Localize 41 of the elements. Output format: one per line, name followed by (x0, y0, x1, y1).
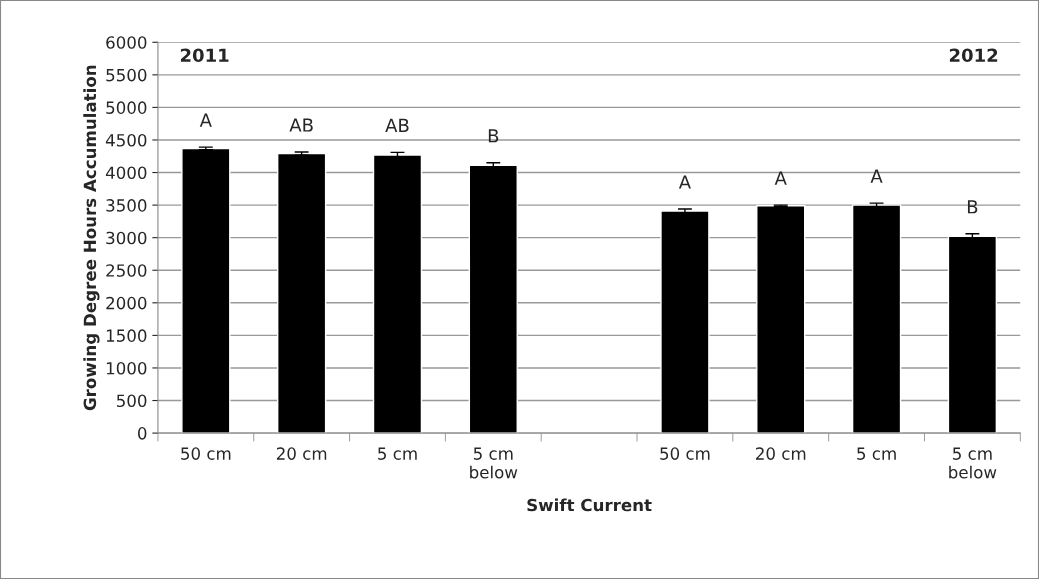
y-tick-label: 5500 (106, 68, 147, 82)
y-tick-label: 1500 (106, 329, 147, 342)
x-tick-label: 20 cm (756, 447, 806, 460)
bar (660, 210, 710, 434)
y-tick-label: 5000 (106, 101, 147, 114)
bar (947, 235, 998, 434)
y-tick-label: 1000 (106, 361, 147, 375)
bar (851, 204, 902, 434)
y-tick-label: 2000 (106, 296, 147, 310)
bar (468, 164, 518, 434)
x-tick-label: 5 cm below (470, 447, 518, 479)
data-label: A (870, 169, 883, 183)
y-tick-label: 3500 (106, 199, 147, 212)
data-label: B (488, 129, 499, 143)
annotation: 2011 (180, 48, 229, 63)
x-axis-title: Swift Current (527, 498, 652, 512)
y-tick-label: 4000 (105, 166, 147, 180)
annotation: 2012 (949, 48, 998, 63)
y-tick-label: 0 (138, 427, 147, 440)
data-label: AB (385, 118, 409, 132)
x-tick-label: 5 cm (857, 447, 896, 460)
bar (372, 154, 423, 434)
y-tick-label: 6000 (106, 36, 147, 49)
x-tick-label: 50 cm (181, 447, 231, 460)
data-label: AB (289, 118, 313, 132)
y-tick-label: 4500 (105, 133, 147, 147)
x-tick-label: 20 cm (276, 447, 327, 460)
y-axis-title: Growing Degree Hours Accumulation (83, 65, 100, 411)
x-tick-label: 5 cm below (949, 447, 997, 479)
y-tick-label: 2500 (106, 264, 147, 277)
data-label: A (774, 171, 787, 185)
data-label: B (967, 200, 978, 214)
bar (277, 152, 327, 434)
data-label: A (678, 175, 691, 189)
bar (181, 147, 231, 434)
data-label: A (199, 113, 212, 127)
bar (756, 205, 806, 434)
y-tick-label: 3000 (106, 231, 147, 245)
y-tick-label: 500 (116, 394, 147, 408)
x-tick-label: 5 cm (378, 447, 417, 460)
x-tick-label: 50 cm (660, 447, 710, 460)
